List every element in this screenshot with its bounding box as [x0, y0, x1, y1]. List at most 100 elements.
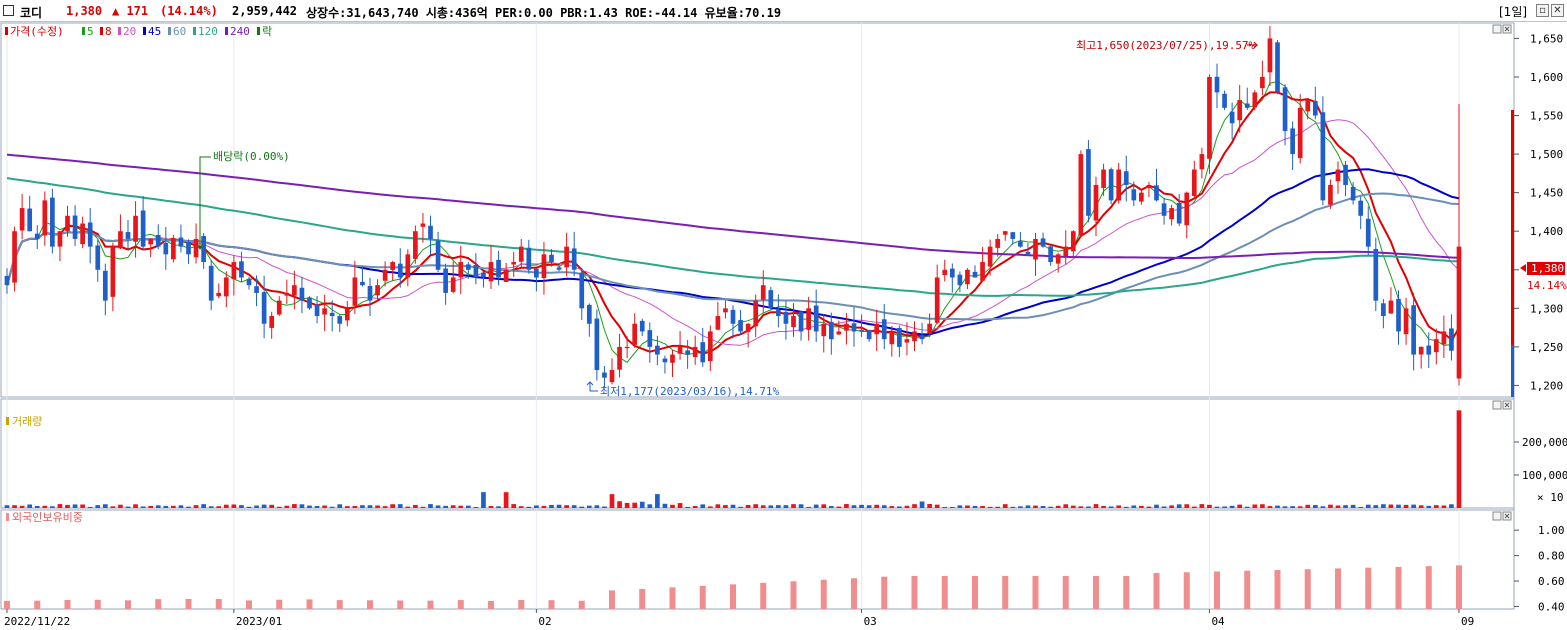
legend-swatch	[118, 27, 121, 35]
volume-bar	[458, 505, 464, 508]
volume-bar	[1131, 505, 1137, 508]
candle-body	[541, 254, 547, 279]
volume-bar	[178, 505, 184, 508]
foreign-bar	[488, 601, 494, 609]
price-change-percent: (14.14%)	[160, 4, 218, 18]
volume-bar	[677, 503, 683, 508]
stock-stats: 상장수:31,643,740 시총:436억 PER:0.00 PBR:1.43…	[306, 6, 782, 20]
volume-bar	[443, 505, 448, 508]
candle-body	[435, 240, 441, 270]
y-tick-label: 100,000	[1522, 469, 1567, 482]
select-checkbox[interactable]	[3, 5, 14, 16]
foreign-bar	[1153, 573, 1160, 609]
y-tick-label: 1,650	[1530, 32, 1563, 45]
foreign-bar	[548, 600, 555, 609]
candle-body	[836, 331, 842, 335]
y-tick-label: 1,500	[1530, 148, 1563, 161]
close-icon[interactable]: ✕	[1551, 4, 1564, 17]
ma-line-120	[6, 177, 1460, 297]
candle-body	[1381, 303, 1386, 317]
volume-bar	[844, 504, 849, 508]
candle-body	[556, 267, 562, 270]
volume-bar	[1002, 504, 1008, 508]
candle-body	[19, 208, 25, 231]
volume-bar	[1441, 505, 1447, 508]
panel-titles: 거래량 외국인보유비중 × 10	[6, 415, 1564, 524]
last-price-label: 1,380	[1531, 262, 1564, 275]
foreign-bar	[1183, 572, 1190, 609]
candle-body	[1237, 100, 1243, 121]
volume-bar	[1086, 506, 1091, 508]
volume-bar	[1433, 505, 1439, 508]
candle-body	[957, 274, 963, 286]
volume-bar	[897, 506, 902, 508]
volume-bar	[564, 505, 569, 508]
trade-volume: 2,959,442	[232, 4, 298, 18]
foreign-bar	[34, 600, 41, 609]
volume-bar	[1222, 506, 1227, 508]
foreign-bar	[1304, 569, 1311, 609]
candle-body	[821, 323, 827, 337]
foreign-bar	[1062, 575, 1069, 609]
volume-bar	[148, 505, 154, 508]
candle-body	[745, 323, 751, 332]
candle-body	[1260, 76, 1265, 89]
volume-bar	[420, 506, 426, 508]
volume-bar	[919, 501, 925, 508]
candle-body	[292, 285, 297, 296]
candle-body	[624, 346, 630, 349]
foreign-bar	[457, 600, 464, 609]
candle-body	[1063, 246, 1069, 257]
candle-body	[1350, 186, 1356, 201]
foreign-bar	[1456, 565, 1462, 609]
volume-bar	[806, 506, 811, 508]
panel-close-x	[1504, 26, 1510, 32]
volume-panel-frame	[0, 398, 1515, 509]
candle-body	[844, 323, 849, 331]
candle-body	[1388, 300, 1394, 314]
volume-bar	[1403, 504, 1409, 508]
candle-body	[352, 277, 358, 306]
candle-body	[730, 309, 736, 324]
volume-bar	[405, 506, 411, 508]
foreign-bar	[4, 600, 10, 609]
candle-body	[420, 223, 426, 227]
legend-swatch	[193, 27, 196, 35]
candle-body	[329, 312, 335, 317]
volume-bar	[57, 504, 63, 508]
volume-bar	[1396, 504, 1401, 508]
period-selector[interactable]: [1일]	[1499, 5, 1528, 19]
volume-bar	[465, 505, 471, 508]
maximize-icon[interactable]: ▫	[1536, 4, 1549, 17]
volume-bar	[193, 505, 199, 508]
foreign-bar	[1093, 575, 1099, 609]
volume-bar	[617, 501, 622, 508]
candle-body	[1305, 100, 1311, 112]
volume-bar	[1199, 504, 1205, 508]
current-price: 1,380	[66, 4, 103, 18]
volume-bar	[1388, 504, 1394, 508]
candle-body	[496, 259, 501, 278]
ma-line-20	[6, 119, 1460, 346]
candle-body	[337, 316, 343, 324]
candle-body	[314, 304, 320, 317]
y-tick-label: 0.60	[1538, 575, 1565, 588]
candle-body	[1146, 184, 1152, 189]
candle-body	[723, 308, 728, 313]
volume-bar	[980, 506, 985, 508]
candle-body	[1033, 238, 1038, 260]
volume-bar	[329, 506, 335, 508]
candle-body	[987, 246, 993, 267]
volume-title: 거래량	[12, 415, 42, 428]
volume-y-axis: 200,000 100,000	[1514, 436, 1567, 482]
volume-bar	[337, 504, 343, 508]
candle-body	[647, 330, 653, 347]
volume-bar	[889, 506, 895, 508]
volume-bar	[571, 505, 577, 508]
candle-body	[1040, 238, 1046, 247]
candle-body	[178, 237, 184, 247]
volume-bar	[1176, 504, 1182, 508]
volume-bar	[541, 505, 547, 508]
volume-bar	[344, 506, 350, 508]
legend-item: 8	[105, 25, 112, 38]
